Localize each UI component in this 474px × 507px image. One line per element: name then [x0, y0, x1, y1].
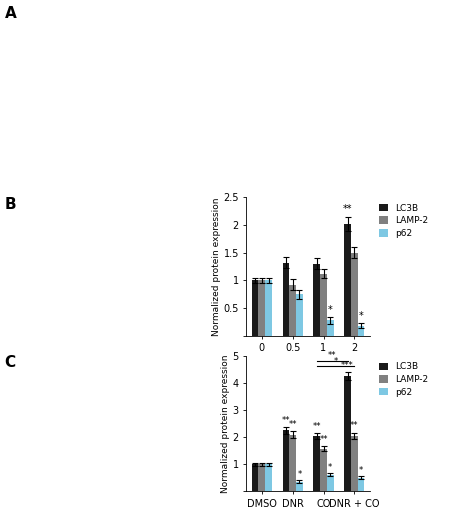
- Text: *: *: [359, 466, 363, 475]
- Bar: [351, 436, 358, 491]
- Bar: [296, 294, 303, 336]
- Bar: [327, 475, 334, 491]
- Bar: [358, 325, 365, 336]
- Text: B: B: [5, 197, 17, 212]
- Bar: [289, 434, 296, 491]
- Text: **: **: [312, 422, 321, 431]
- X-axis label: DNR (μM): DNR (μM): [283, 359, 333, 369]
- Bar: [265, 464, 272, 491]
- Bar: [313, 264, 320, 336]
- Text: *: *: [328, 305, 333, 315]
- Bar: [289, 285, 296, 336]
- Bar: [258, 464, 265, 491]
- Text: **: **: [282, 416, 290, 425]
- Bar: [320, 449, 327, 491]
- Bar: [344, 224, 351, 336]
- Text: **: **: [343, 204, 352, 214]
- Text: *: *: [297, 470, 301, 479]
- Bar: [283, 263, 289, 336]
- Y-axis label: Normalized protein expression: Normalized protein expression: [211, 197, 220, 336]
- Text: **: **: [328, 351, 337, 360]
- Text: ***: ***: [341, 361, 354, 370]
- Bar: [320, 274, 327, 336]
- Legend: LC3B, LAMP-2, p62: LC3B, LAMP-2, p62: [377, 360, 430, 399]
- Bar: [327, 320, 334, 336]
- Text: **: **: [350, 421, 358, 430]
- Bar: [265, 280, 272, 336]
- Text: **: **: [289, 420, 297, 429]
- Bar: [252, 280, 258, 336]
- Text: *: *: [333, 356, 337, 366]
- Bar: [252, 464, 258, 491]
- Bar: [313, 436, 320, 491]
- Legend: LC3B, LAMP-2, p62: LC3B, LAMP-2, p62: [377, 202, 430, 240]
- Text: A: A: [5, 6, 17, 21]
- Bar: [344, 376, 351, 491]
- Text: C: C: [5, 354, 16, 370]
- Text: **: **: [319, 434, 328, 444]
- Y-axis label: Normalized protein expression: Normalized protein expression: [221, 354, 230, 493]
- Bar: [358, 478, 365, 491]
- Bar: [283, 430, 289, 491]
- Text: *: *: [359, 311, 364, 321]
- Bar: [296, 482, 303, 491]
- Text: *: *: [328, 462, 332, 472]
- Bar: [258, 280, 265, 336]
- Bar: [351, 252, 358, 336]
